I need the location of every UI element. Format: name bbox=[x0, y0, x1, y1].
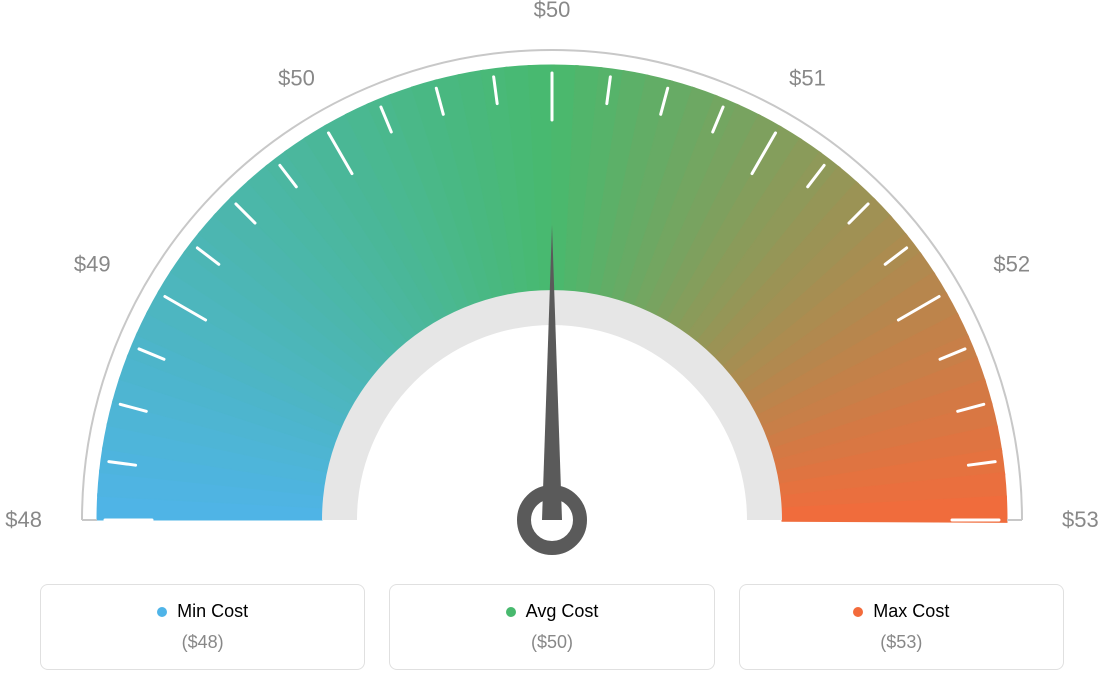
legend-title-min: Min Cost bbox=[61, 601, 344, 622]
legend-label-max: Max Cost bbox=[873, 601, 949, 622]
svg-text:$53: $53 bbox=[1062, 507, 1099, 532]
legend-value-avg: ($50) bbox=[410, 632, 693, 653]
gauge-chart: $48 $49 $50 $50 $51 $52 $53 bbox=[0, 0, 1104, 580]
legend-label-min: Min Cost bbox=[177, 601, 248, 622]
legend-dot-max bbox=[853, 607, 863, 617]
legend-card-max: Max Cost ($53) bbox=[739, 584, 1064, 670]
svg-text:$50: $50 bbox=[278, 66, 315, 91]
legend-dot-min bbox=[157, 607, 167, 617]
legend-card-min: Min Cost ($48) bbox=[40, 584, 365, 670]
legend-value-max: ($53) bbox=[760, 632, 1043, 653]
svg-text:$50: $50 bbox=[534, 0, 571, 22]
svg-text:$48: $48 bbox=[5, 507, 42, 532]
gauge-svg: $48 $49 $50 $50 $51 $52 $53 bbox=[0, 0, 1104, 580]
svg-text:$49: $49 bbox=[74, 252, 111, 277]
legend: Min Cost ($48) Avg Cost ($50) Max Cost (… bbox=[0, 584, 1104, 670]
legend-label-avg: Avg Cost bbox=[526, 601, 599, 622]
legend-value-min: ($48) bbox=[61, 632, 344, 653]
svg-text:$51: $51 bbox=[789, 66, 826, 91]
legend-title-avg: Avg Cost bbox=[410, 601, 693, 622]
legend-dot-avg bbox=[506, 607, 516, 617]
legend-title-max: Max Cost bbox=[760, 601, 1043, 622]
svg-text:$52: $52 bbox=[993, 252, 1030, 277]
legend-card-avg: Avg Cost ($50) bbox=[389, 584, 714, 670]
